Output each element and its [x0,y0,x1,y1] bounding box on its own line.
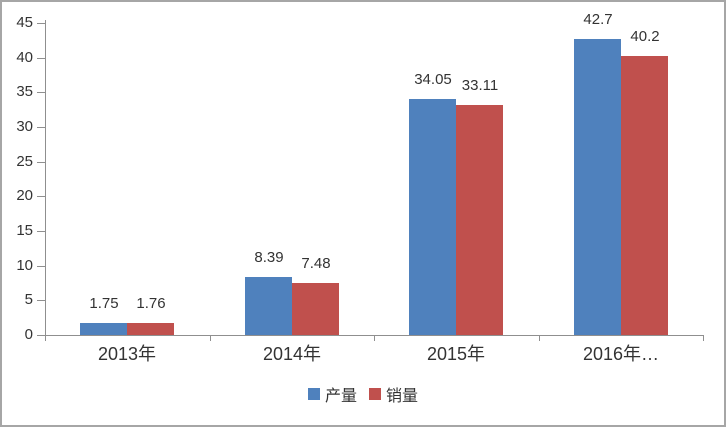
y-axis-tick-label: 35 [16,83,33,100]
y-axis-tick [37,300,45,301]
data-label-sales-0: 1.76 [136,295,166,312]
y-axis-tick-label: 10 [16,257,33,274]
x-axis-tick [703,336,704,341]
bar-sales-2 [456,105,503,335]
legend-label-sales: 销量 [386,388,419,405]
data-label-production-2: 34.05 [414,71,452,88]
legend-swatch-production-icon [307,388,320,400]
bar-production-3 [574,39,621,335]
x-axis-line [45,335,704,336]
y-axis-tick [37,196,45,197]
y-axis-tick [37,92,45,93]
x-axis-category-label: 2015年 [426,344,486,364]
legend-label-production: 产量 [324,388,357,405]
data-label-production-0: 1.75 [89,295,119,312]
x-axis-category-label: 2016年… [582,344,660,364]
legend-item-production: 产量 [307,382,357,406]
legend-item-sales: 销量 [369,382,418,406]
y-axis-tick [37,162,45,163]
x-axis-tick [374,336,375,341]
x-axis-category-label: 2014年 [262,344,322,364]
y-axis-tick [37,127,45,128]
data-label-sales-2: 33.11 [461,77,499,94]
y-axis-tick-label: 20 [16,187,33,204]
legend-swatch-sales-icon [369,388,381,400]
y-axis-tick [37,335,45,336]
y-axis-tick [37,231,45,232]
y-axis-tick-label: 40 [16,49,33,66]
bar-sales-1 [292,283,339,335]
bar-production-1 [245,277,292,335]
data-label-production-1: 8.39 [254,249,284,266]
x-axis-tick [210,336,211,341]
x-axis-tick [539,336,540,341]
data-label-production-3: 42.7 [583,11,613,28]
y-axis-line [45,20,46,336]
y-axis-tick-label: 5 [24,291,33,308]
y-axis-tick [37,266,45,267]
data-label-sales-1: 7.48 [301,255,331,272]
y-axis-tick [37,23,45,24]
y-axis-tick-label: 0 [24,326,33,343]
legend: 产量 销量 [0,382,726,406]
bar-production-2 [409,99,456,335]
x-axis-tick [45,336,46,341]
y-axis-tick-label: 15 [16,222,33,239]
y-axis-tick [37,58,45,59]
y-axis-tick-label: 30 [16,118,33,135]
y-axis-tick-label: 45 [16,14,33,31]
y-axis-tick-label: 25 [16,153,33,170]
data-label-sales-3: 40.2 [630,28,660,45]
bar-production-0 [80,323,127,335]
bar-sales-0 [127,323,174,335]
x-axis-category-label: 2013年 [97,344,157,364]
bar-sales-3 [621,56,668,335]
